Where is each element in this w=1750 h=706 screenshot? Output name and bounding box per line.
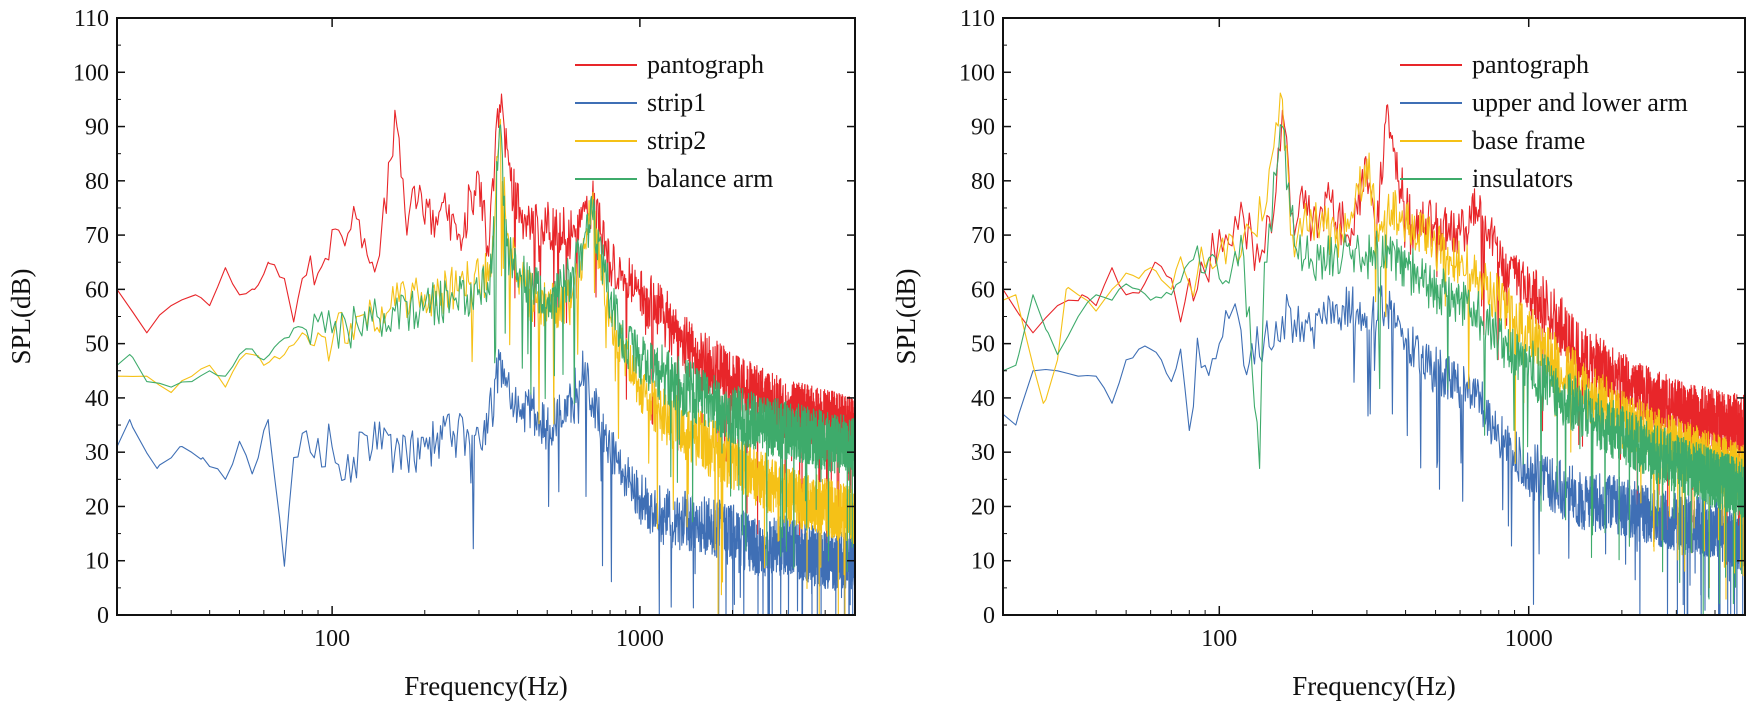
y-axis-title: SPL(dB)	[891, 268, 921, 364]
y-tick-label: 90	[85, 115, 109, 141]
y-tick-label: 10	[85, 549, 109, 575]
y-tick-label: 110	[960, 6, 995, 32]
y-tick-label: 80	[85, 169, 109, 195]
x-tick-label: 1000	[616, 626, 664, 652]
series-line-pantograph	[1003, 104, 1745, 565]
y-tick-label: 80	[971, 169, 995, 195]
chart-panel-1: 0 10 20 30 40 50 60 70 80 90 100 110 100 1000 Frequenc…	[6, 6, 856, 701]
y-tick-label: 30	[85, 440, 109, 466]
x-tick-label: 100	[314, 626, 350, 652]
legend-label: balance arm	[647, 164, 773, 193]
legend-label: strip1	[647, 88, 706, 117]
series-line-pantograph	[117, 93, 855, 569]
y-tick-label: 70	[85, 223, 109, 249]
y-axis-title: SPL(dB)	[6, 268, 36, 364]
x-axis-title: Frequency(Hz)	[1292, 671, 1455, 701]
series-group	[117, 93, 855, 615]
legend: pantograph upper and lower arm base frame i…	[1400, 50, 1688, 193]
y-tick-label: 60	[971, 277, 995, 303]
y-tick-label: 50	[85, 332, 109, 358]
y-tick-label: 70	[971, 223, 995, 249]
legend-label: pantograph	[647, 50, 764, 79]
series-line-balance-arm	[117, 124, 855, 573]
y-tick-label: 100	[959, 60, 995, 86]
legend-label: insulators	[1472, 164, 1573, 193]
y-tick-label: 60	[85, 277, 109, 303]
legend-label: upper and lower arm	[1472, 88, 1688, 117]
x-tick-label: 1000	[1505, 626, 1553, 652]
y-tick-label: 110	[74, 6, 109, 32]
y-tick-label: 30	[971, 440, 995, 466]
y-tick-label: 10	[971, 549, 995, 575]
x-tick-label: 100	[1201, 626, 1237, 652]
series-line-insulators	[1003, 124, 1745, 615]
chart-panel-2: 0 10 20 30 40 50 60 70 80 90 100 110 100 1000 Frequenc…	[891, 6, 1746, 701]
y-tick-label: 20	[85, 494, 109, 520]
series-group	[1003, 92, 1745, 615]
legend-label: base frame	[1472, 126, 1585, 155]
y-tick-label: 40	[85, 386, 109, 412]
legend: pantograph strip1 strip2 balance arm	[575, 50, 773, 193]
y-tick-label: 0	[97, 603, 109, 629]
y-tick-label: 90	[971, 115, 995, 141]
x-axis-title: Frequency(Hz)	[404, 671, 567, 701]
y-tick-label: 0	[983, 603, 995, 629]
series-line-strip1	[117, 349, 855, 615]
series-line-upper-and-lower-arm	[1003, 285, 1745, 615]
y-tick-label: 100	[73, 60, 109, 86]
y-tick-label: 20	[971, 494, 995, 520]
legend-label: strip2	[647, 126, 706, 155]
y-tick-label: 40	[971, 386, 995, 412]
legend-label: pantograph	[1472, 50, 1589, 79]
y-tick-label: 50	[971, 332, 995, 358]
